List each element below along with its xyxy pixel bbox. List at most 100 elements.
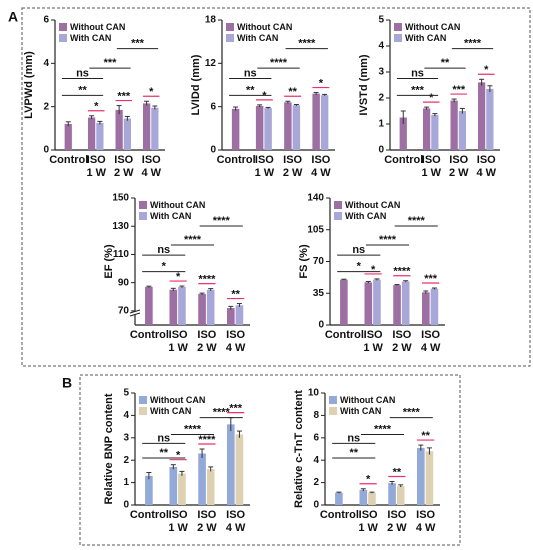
y-tick-label: 4 (43, 58, 49, 69)
y-tick-label: 1 (378, 119, 384, 130)
legend-swatch (394, 23, 402, 31)
y-tick-label: 5 (123, 388, 129, 399)
x-tick-label: ISO (477, 154, 496, 166)
y-tick-label: 70 (118, 306, 130, 317)
significance: **** (270, 57, 288, 69)
bar (393, 285, 401, 325)
legend-label: Without CAN (237, 22, 292, 32)
x-tick-label: Control (130, 509, 169, 521)
y-tick-label: 2 (378, 93, 384, 104)
significance: * (319, 77, 324, 89)
legend-label: Without CAN (150, 200, 205, 210)
significance: ** (231, 288, 240, 300)
y-tick-label: 3 (378, 67, 384, 78)
legend-swatch (334, 201, 342, 209)
x-tick-label: ISO (226, 509, 245, 521)
panel-b-frame (79, 374, 461, 546)
significance: ns (347, 432, 360, 444)
x-tick-label: 4 W (476, 167, 496, 179)
y-tick-label: 12 (205, 58, 217, 69)
legend-swatch (226, 34, 234, 42)
significance: **** (213, 407, 231, 419)
y-tick-label: 2 (313, 477, 319, 488)
bar (255, 105, 264, 150)
bar (151, 107, 159, 150)
y-tick-label: 4 (123, 410, 129, 421)
x-tick-label: 4 W (421, 342, 441, 354)
legend-label: With CAN (237, 33, 278, 43)
axis-break (131, 311, 139, 315)
significance: **** (408, 215, 426, 227)
x-tick-label: 1 W (421, 167, 441, 179)
bar (115, 109, 123, 150)
x-tick-label: ISO (87, 154, 106, 166)
x-tick-label: 1 W (358, 522, 378, 534)
significance: ns (352, 244, 365, 256)
y-tick-label: 10 (308, 388, 320, 399)
significance: * (162, 261, 167, 273)
significance: **** (213, 215, 231, 227)
bar (335, 492, 343, 505)
x-tick-label: 4 W (226, 342, 246, 354)
y-tick-label: 2 (43, 101, 49, 112)
bar (235, 305, 244, 325)
x-tick-label: ISO (142, 154, 161, 166)
bar (198, 293, 206, 325)
significance: **** (393, 266, 411, 278)
y-tick-label: 6 (210, 101, 216, 112)
y-tick-label: 0 (318, 320, 324, 331)
legend-label: Without CAN (405, 22, 460, 32)
bar (88, 117, 96, 150)
legend-label: With CAN (340, 406, 381, 416)
legend-label: With CAN (345, 211, 386, 221)
bar (373, 279, 381, 325)
significance: ns (157, 432, 170, 444)
x-tick-label: Control (217, 154, 256, 166)
significance: ** (421, 430, 430, 442)
y-axis-label: Relative c-TnT content (293, 390, 305, 508)
y-tick-label: 0 (43, 145, 49, 156)
bar (178, 473, 186, 505)
legend-label: Without CAN (150, 395, 205, 405)
significance: **** (379, 234, 397, 246)
significance: **** (184, 423, 202, 435)
y-tick-label: 0 (210, 145, 216, 156)
significance: **** (198, 273, 216, 285)
significance: * (366, 474, 371, 486)
y-tick-label: 90 (118, 277, 130, 288)
y-tick-label: 18 (205, 15, 217, 26)
y-tick-label: 2 (123, 455, 129, 466)
x-tick-label: 2 W (197, 522, 217, 534)
x-tick-label: ISO (197, 329, 216, 341)
significance: *** (104, 57, 118, 69)
legend-swatch (139, 201, 147, 209)
legend-swatch (334, 212, 342, 220)
y-tick-label: 110 (113, 249, 130, 260)
x-tick-label: 2 W (387, 522, 407, 534)
x-tick-label: 4 W (226, 522, 246, 534)
significance: ns (157, 244, 170, 256)
significance: * (484, 64, 489, 76)
legend-swatch (139, 212, 147, 220)
y-tick-label: 70 (313, 256, 325, 267)
x-tick-label: 4 W (311, 167, 331, 179)
significance: *** (131, 38, 145, 50)
y-tick-label: 8 (313, 410, 319, 421)
bar (450, 100, 458, 150)
bar (364, 282, 373, 325)
bar (64, 124, 72, 150)
y-axis-label: FS (%) (298, 244, 310, 279)
significance: ns (411, 67, 424, 79)
bar (478, 82, 486, 150)
legend-swatch (329, 396, 337, 404)
significance: **** (198, 434, 216, 446)
x-tick-label: Control (325, 329, 364, 341)
panel-label: A (8, 9, 18, 25)
bar (235, 434, 244, 505)
significance: ns (244, 67, 257, 79)
x-tick-label: ISO (226, 329, 245, 341)
x-tick-label: 1 W (168, 342, 188, 354)
y-tick-label: 0 (123, 500, 129, 511)
legend-label: With CAN (150, 406, 191, 416)
y-axis-label: Relative BNP content (103, 393, 115, 504)
